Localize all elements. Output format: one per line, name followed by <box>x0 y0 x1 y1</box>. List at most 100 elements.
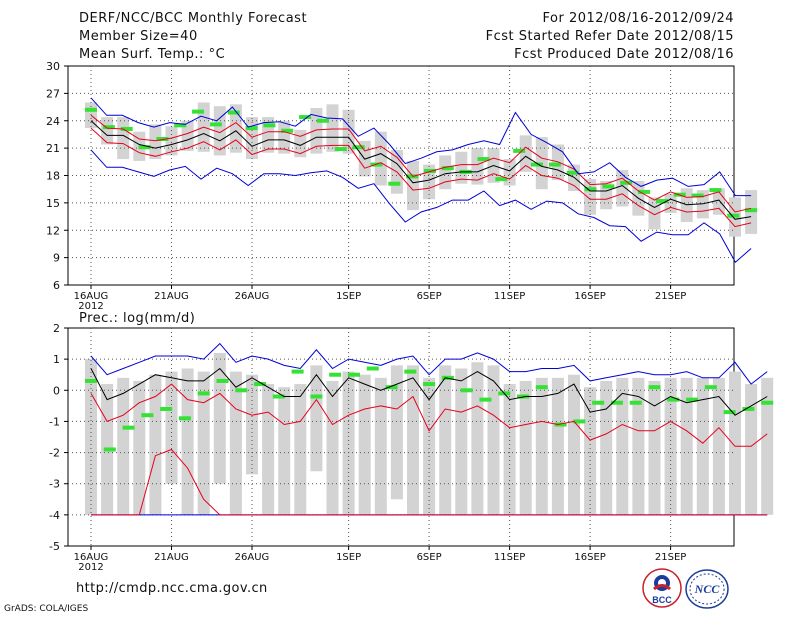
grads-credit: GrADS: COLA/IGES <box>4 604 89 614</box>
box-whisker <box>439 155 452 190</box>
median-mark <box>141 413 154 418</box>
box-whisker <box>696 377 709 515</box>
box-whisker <box>197 371 210 515</box>
box-whisker <box>519 380 532 515</box>
box-whisker <box>535 377 548 515</box>
y-tick-label: 9 <box>53 252 60 265</box>
median-mark <box>727 213 740 218</box>
x-tick-label: 21SEP <box>655 291 686 302</box>
median-mark <box>85 378 97 383</box>
median-mark <box>554 422 567 427</box>
box-whisker <box>181 368 194 515</box>
y-tick-label: -2 <box>49 447 60 460</box>
bcc-logo-text: BCC <box>652 595 672 605</box>
median-mark <box>388 181 401 186</box>
box-whisker <box>229 371 242 515</box>
box-whisker <box>101 117 114 145</box>
y-tick-label: 21 <box>46 142 60 155</box>
median-mark <box>691 193 704 198</box>
footer-url[interactable]: http://cmdp.ncc.cma.gov.cn <box>76 581 268 596</box>
x-tick-label: 21SEP <box>655 552 686 563</box>
median-mark <box>423 382 436 387</box>
median-mark <box>535 385 548 390</box>
median-mark <box>704 385 717 390</box>
box-whisker <box>503 159 516 186</box>
median-mark <box>316 118 329 123</box>
ncc-logo-text: NCC <box>694 582 721 596</box>
median-mark <box>122 425 135 430</box>
box-whisker <box>213 352 226 484</box>
median-mark <box>638 189 651 194</box>
median-mark <box>602 184 615 189</box>
median-mark <box>85 107 97 112</box>
box-whisker <box>310 365 323 472</box>
box-whisker <box>278 387 291 515</box>
median-mark <box>138 145 151 150</box>
y-tick-label: 6 <box>53 279 60 292</box>
median-mark <box>548 162 561 167</box>
y-tick-label: 2 <box>53 322 60 335</box>
x-tick-label: 1SEP <box>336 291 361 302</box>
x-tick-label: 21AUG <box>154 291 189 302</box>
median-mark <box>745 208 758 213</box>
y-tick-label: -5 <box>49 540 60 553</box>
median-mark <box>686 397 699 402</box>
box-whisker <box>326 104 339 152</box>
median-mark <box>477 157 490 162</box>
box-whisker <box>358 374 371 515</box>
median-mark <box>592 400 605 405</box>
median-mark <box>235 388 248 393</box>
median-mark <box>742 406 755 411</box>
median-mark <box>667 397 680 402</box>
series-upper <box>90 383 768 447</box>
box-whisker <box>229 104 242 153</box>
box-whisker <box>439 365 452 515</box>
box-whisker <box>262 384 275 515</box>
box-whisker <box>648 380 661 515</box>
box-whisker <box>471 362 484 515</box>
box-whisker <box>181 120 194 151</box>
x-tick-label: 26AUG <box>235 552 270 563</box>
box-whisker <box>374 377 387 515</box>
y-tick-label: 15 <box>46 197 60 210</box>
median-mark <box>479 397 492 402</box>
median-mark <box>192 109 205 114</box>
median-mark <box>174 123 187 128</box>
median-mark <box>254 382 267 387</box>
x-tick-label: 16SEP <box>574 291 605 302</box>
member-size: Member Size=40 <box>79 29 198 44</box>
box-whisker <box>294 129 307 158</box>
median-mark <box>347 372 360 377</box>
series-max <box>90 97 752 197</box>
x-tick-label: 1SEP <box>336 552 361 563</box>
box-whisker <box>519 135 532 172</box>
box-whisker <box>664 377 677 515</box>
box-whisker <box>600 380 613 515</box>
box-whisker <box>149 124 162 160</box>
median-mark <box>620 180 633 185</box>
y-tick-label: 18 <box>46 170 60 183</box>
box-whisker <box>165 371 178 484</box>
panel-temperature: 6 9 12 15 18 21 24 27 30 16AUG 21AUG 26AUG 1SEP 6SEP 1… <box>46 60 758 312</box>
y-tick-label: 1 <box>53 353 60 366</box>
median-mark <box>610 400 623 405</box>
series-mean <box>90 120 752 220</box>
variable-label: Mean Surf. Temp.: °C <box>79 47 226 62</box>
box-whisker <box>423 377 436 515</box>
series-lower <box>91 448 768 516</box>
panel-precipitation: -5 -4 -3 -2 -1 0 1 2 16AUG 21AUG 26AUG 1SEP 6SEP 11SE… <box>49 322 774 573</box>
median-mark <box>531 162 544 167</box>
median-mark <box>404 369 417 374</box>
series-mean <box>90 367 768 416</box>
x-tick-label: 16AUG <box>74 552 109 563</box>
median-mark <box>329 372 342 377</box>
series-lower <box>90 127 752 228</box>
box-whisker <box>584 387 597 515</box>
median-mark <box>352 145 365 150</box>
x-tick-label: 26AUG <box>235 291 270 302</box>
produced-date: Fcst Produced Date 2012/08/16 <box>514 47 734 62</box>
box-whisker <box>455 368 468 515</box>
median-mark <box>460 388 473 393</box>
x-tick-label: 16AUG <box>74 291 109 302</box>
